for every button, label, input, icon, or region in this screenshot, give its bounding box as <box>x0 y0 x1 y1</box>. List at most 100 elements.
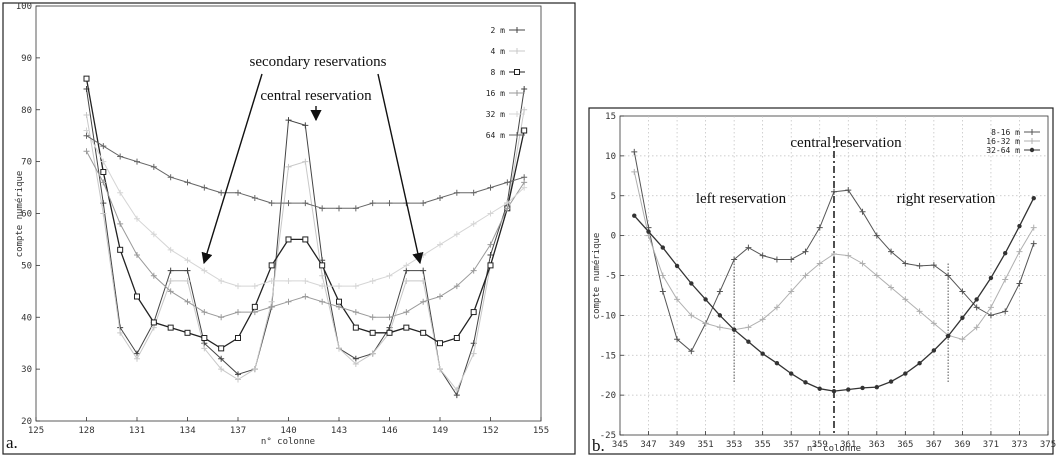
chart-b-data-point <box>717 313 723 318</box>
chart-a-data-point <box>285 200 292 207</box>
chart-a-data-point <box>251 366 258 373</box>
chart-b-data-point <box>731 256 738 263</box>
chart-b-data-point <box>902 296 909 303</box>
chart-a-data-point <box>285 298 292 305</box>
chart-b-data-point <box>1002 276 1009 283</box>
chart-a-data-point <box>235 283 241 290</box>
chart-b-annotation-right: right reservation <box>897 191 996 207</box>
chart-b-data-point <box>916 308 923 315</box>
chart-a-xtick-label: 155 <box>533 426 549 436</box>
chart-a-data-point <box>167 277 174 284</box>
chart-a-annotation-central: central reservation <box>260 88 372 104</box>
chart-a-xlabel: n° colonne <box>261 437 315 447</box>
chart-a-data-point <box>134 215 140 222</box>
chart-a-plot-area <box>35 5 542 422</box>
chart-a-legend-label: 16 m <box>486 89 505 98</box>
chart-a-data-point <box>218 366 225 373</box>
chart-a-data-point <box>302 293 309 300</box>
chart-b-data-point <box>1016 248 1023 255</box>
chart-b-xtick-label: 367 <box>926 440 942 450</box>
chart-a-data-point <box>201 309 208 316</box>
chart-b-data-point <box>816 224 823 231</box>
chart-a-ytick-label: 40 <box>21 313 32 323</box>
chart-a-data-point <box>235 309 241 316</box>
chart-b-data-point <box>888 248 895 255</box>
chart-a-data-point <box>218 355 225 362</box>
chart-a-ylabel: compte numérique <box>14 171 25 258</box>
chart-b-xtick-label: 347 <box>640 440 656 450</box>
chart-a-legend-label: 4 m <box>491 47 506 56</box>
chart-b-data-point <box>974 297 979 302</box>
chart-b-xtick-label: 351 <box>697 440 713 450</box>
chart-a-data-point <box>201 335 208 341</box>
chart-b-data-point <box>759 252 766 259</box>
chart-a-data-point <box>521 174 528 181</box>
chart-a-data-point <box>403 267 410 274</box>
chart-b-data-point <box>1031 195 1036 201</box>
chart-b-data-point <box>945 272 952 279</box>
chart-b-data-point <box>973 324 980 331</box>
chart-b-ytick-label: 5 <box>611 192 616 202</box>
chart-a-data-point <box>218 345 225 352</box>
chart-b-xtick-label: 361 <box>840 440 856 450</box>
chart-a-data-point <box>100 169 107 175</box>
chart-a-legend-marker <box>514 90 520 96</box>
chart-b-legend: 8-16 m16-32 m32-64 m <box>986 128 1040 155</box>
chart-a-data-point <box>150 231 157 238</box>
chart-a-data-point <box>403 277 410 284</box>
chart-a-data-point <box>487 252 494 258</box>
chart-a-data-point <box>521 179 528 186</box>
chart-a-xtick-label: 149 <box>432 426 448 436</box>
chart-a-data-point <box>134 355 140 362</box>
chart-a-ytick-label: 60 <box>21 210 32 220</box>
chart-a-legend: 2 m 4 m 8 m 16 m 32 m 64 m <box>486 26 525 140</box>
chart-a-data-point <box>319 205 326 212</box>
chart-b-data-point <box>959 336 966 343</box>
chart-a-data-point <box>504 179 511 186</box>
chart-a-data-point <box>453 392 460 399</box>
chart-a-legend-marker <box>514 132 520 138</box>
chart-b-data-point <box>873 232 880 239</box>
chart-b-data-point <box>745 324 752 331</box>
chart-a-data-point <box>352 309 359 316</box>
chart-b-data-point <box>674 263 680 269</box>
chart-a: 125 128 131 134 137 140 143 146 149 152 155 20 30 40 5… <box>2 2 576 455</box>
chart-a-annotation-secondary: secondary reservations <box>249 54 386 70</box>
chart-a-data-point <box>369 329 376 336</box>
chart-a-data-point <box>336 205 342 212</box>
chart-a-data-point <box>117 153 124 160</box>
chart-b-ytick-label: -5 <box>605 272 616 282</box>
chart-b-data-point <box>631 168 638 175</box>
chart-a-data-point <box>302 158 309 165</box>
chart-a-data-point <box>184 298 191 305</box>
chart-b: 345 347 349 351 353 355 357 359 361 363 365 367 369 3… <box>588 107 1056 455</box>
chart-a-data-point <box>319 262 326 269</box>
chart-a-data-point <box>117 329 124 336</box>
chart-b-data-point <box>746 339 751 344</box>
chart-a-data-point <box>470 189 477 196</box>
chart-a-data-point <box>134 158 140 165</box>
chart-b-data-point <box>860 385 865 391</box>
chart-a-data-point <box>386 329 393 336</box>
chart-a-legend-marker <box>514 27 520 33</box>
chart-a-ytick-label: 70 <box>21 158 32 168</box>
chart-b-legend-marker <box>1029 129 1035 135</box>
chart-a-data-point <box>302 236 309 243</box>
chart-b-data-point <box>816 260 823 267</box>
chart-a-data-point <box>251 303 258 310</box>
chart-b-xtick-label: 363 <box>869 440 885 450</box>
chart-b-data-point <box>930 262 937 269</box>
chart-b-data-point <box>831 250 837 257</box>
chart-b-data-point <box>803 380 808 385</box>
chart-a-data-point <box>83 132 90 139</box>
chart-b-data-point <box>931 348 937 353</box>
chart-b-data-point <box>917 361 922 366</box>
chart-a-data-point <box>470 350 477 357</box>
chart-a-data-point <box>150 272 157 279</box>
chart-a-xtick-label: 146 <box>381 426 397 436</box>
chart-b-data-point <box>845 187 852 194</box>
chart-b-data-point <box>1016 280 1023 287</box>
chart-a-data-point <box>521 127 528 134</box>
chart-a-data-point <box>352 283 359 290</box>
